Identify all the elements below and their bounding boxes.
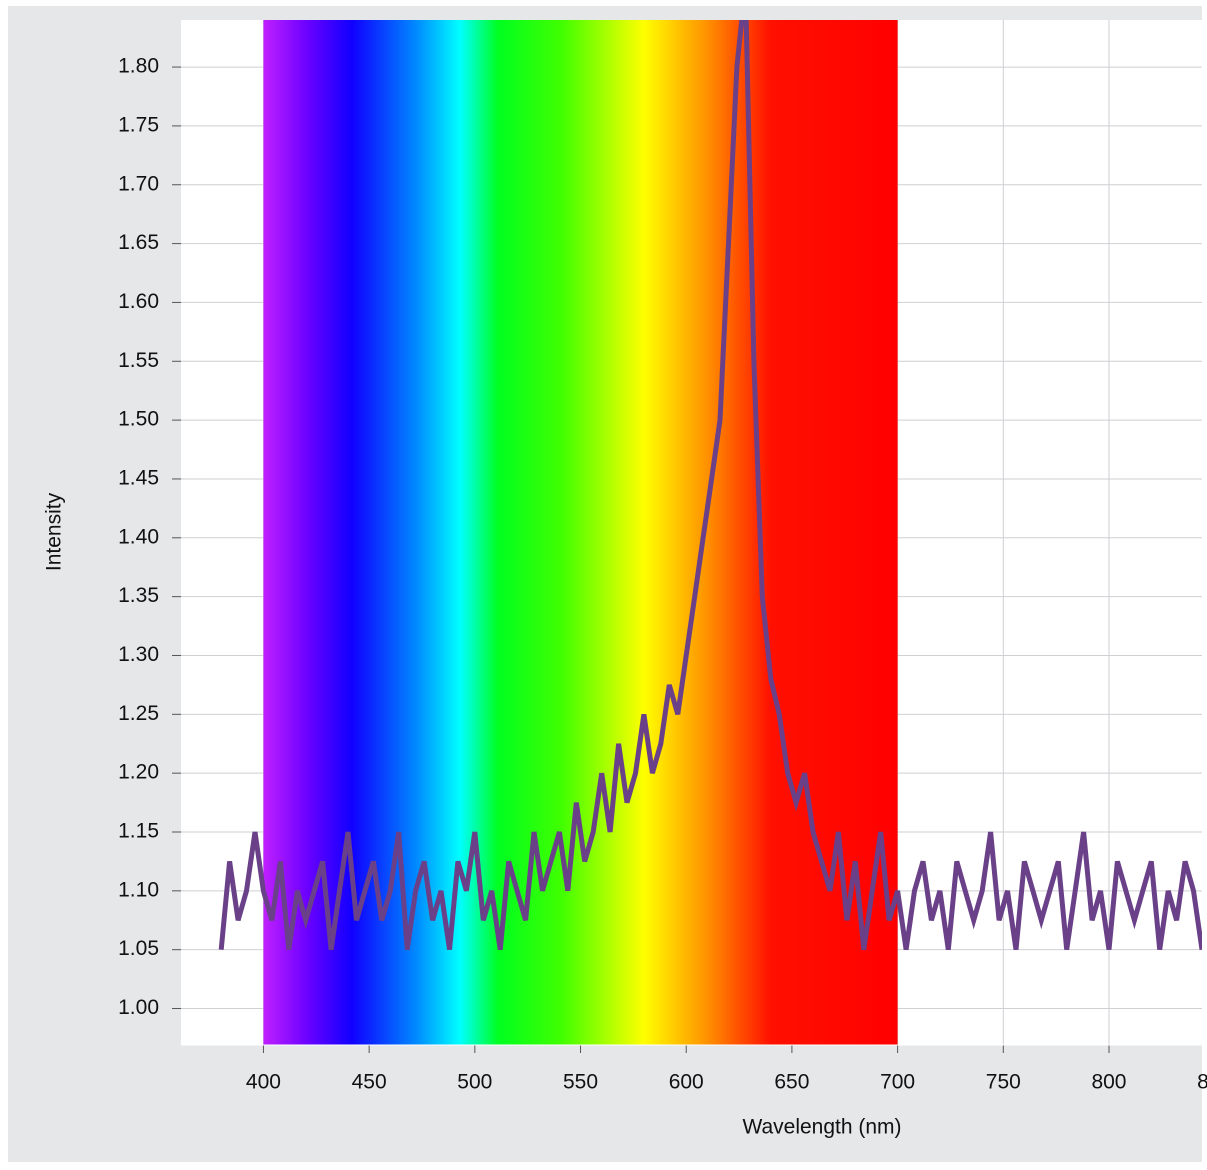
y-tick-label: 1.15 xyxy=(118,820,159,843)
x-tick-label: 850 xyxy=(1197,1071,1207,1094)
y-tick-label: 1.20 xyxy=(118,761,159,784)
x-tick-label: 800 xyxy=(1091,1071,1126,1094)
x-tick-label: 400 xyxy=(246,1071,281,1094)
y-tick-label: 1.75 xyxy=(118,113,159,136)
y-tick-label: 1.50 xyxy=(118,408,159,431)
y-tick-label: 1.35 xyxy=(118,584,159,607)
axes: 400 450 500 550 600 650 700 750 800 850 1.00 1.05 1.… xyxy=(118,55,1207,1094)
x-tick-label: 650 xyxy=(774,1071,809,1094)
y-tick-label: 1.00 xyxy=(118,996,159,1019)
x-axis-label: Wavelength (nm) xyxy=(742,1116,901,1139)
y-tick-label: 1.25 xyxy=(118,702,159,725)
y-axis-label: Intensity xyxy=(43,492,66,571)
x-tick-label: 600 xyxy=(669,1071,704,1094)
y-tick-label: 1.40 xyxy=(118,525,159,548)
x-tick-label: 700 xyxy=(880,1071,915,1094)
x-tick-label: 500 xyxy=(457,1071,492,1094)
y-tick-label: 1.80 xyxy=(118,55,159,78)
y-tick-label: 1.65 xyxy=(118,231,159,254)
data-line xyxy=(218,20,1202,951)
y-tick-label: 1.45 xyxy=(118,467,159,490)
y-tick-label: 1.60 xyxy=(118,290,159,313)
y-tick-label: 1.05 xyxy=(118,937,159,960)
y-tick-label: 1.70 xyxy=(118,172,159,195)
y-tick-label: 1.30 xyxy=(118,643,159,666)
y-tick-label: 1.55 xyxy=(118,349,159,372)
x-tick-label: 550 xyxy=(563,1071,598,1094)
data-layer xyxy=(218,20,1202,951)
x-tick-label: 750 xyxy=(986,1071,1021,1094)
y-tick-label: 1.10 xyxy=(118,878,159,901)
spectrum-band xyxy=(263,20,898,1045)
spectrum-layer xyxy=(263,20,898,1045)
x-tick-label: 450 xyxy=(352,1071,387,1094)
